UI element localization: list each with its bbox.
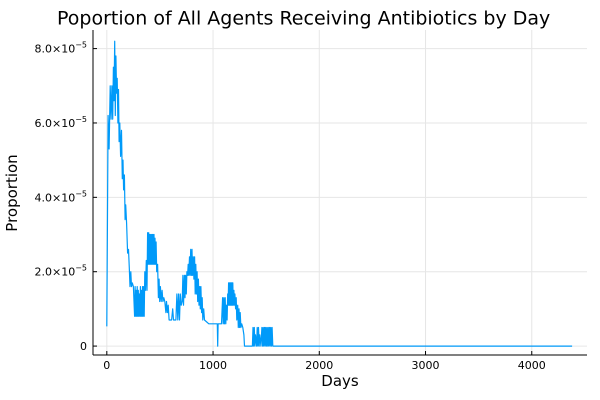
y-tick-label: 4.0×10−5 <box>34 189 87 204</box>
x-tick-label: 0 <box>103 359 110 372</box>
series-line <box>106 40 573 347</box>
x-tick-label: 4000 <box>518 359 546 372</box>
x-axis-label: Days <box>321 372 359 390</box>
y-tick-label: 0 <box>80 340 87 353</box>
y-axis-ticks: 0 2.0×10−5 4.0×10−5 6.0×10−5 8.0×10−5 <box>34 41 97 353</box>
y-tick-label: 6.0×10−5 <box>34 115 87 130</box>
chart-title: Poportion of All Agents Receiving Antibi… <box>57 8 550 30</box>
x-tick-label: 2000 <box>305 359 333 372</box>
axes <box>92 30 587 356</box>
y-tick-label: 2.0×10−5 <box>34 264 87 279</box>
x-tick-label: 1000 <box>199 359 227 372</box>
series-lines <box>106 40 573 347</box>
y-axis-label: Proportion <box>3 154 21 231</box>
y-tick-label: 8.0×10−5 <box>34 41 87 56</box>
x-axis-ticks: 0 1000 2000 3000 4000 <box>103 351 546 372</box>
x-tick-label: 3000 <box>412 359 440 372</box>
